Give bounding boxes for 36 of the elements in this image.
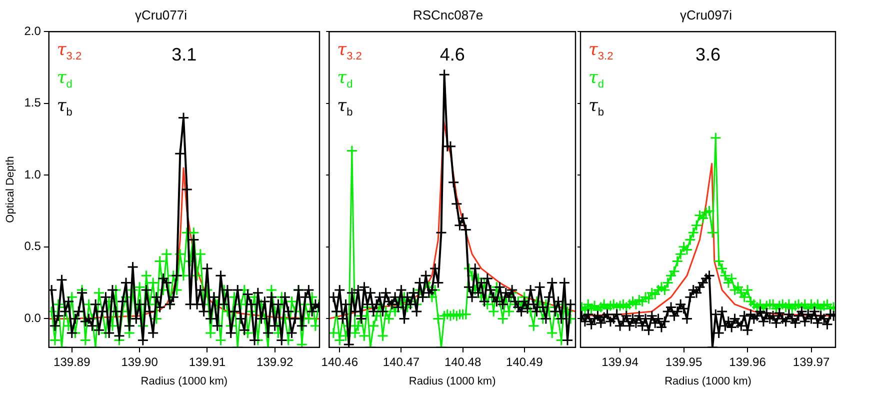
text: τ$_{3.2}$: [337, 40, 362, 64]
text: τ$_{b}$: [337, 96, 353, 120]
chart-title: γCru077i: [134, 7, 188, 22]
y-tick-label: 0.5: [24, 239, 42, 254]
text: τ$_{3.2}$: [588, 40, 614, 64]
x-tick-label: 139.97: [792, 354, 830, 369]
annotation: 3.1: [172, 44, 197, 65]
x-tick-label: 139.89: [54, 354, 91, 369]
chart-title: γCru097i: [680, 7, 732, 22]
x-tick-label: 139.96: [729, 354, 766, 369]
text: τ$_{d}$: [337, 68, 353, 92]
y-tick-label: 1.0: [24, 167, 42, 182]
text: τ$_{b}$: [56, 96, 72, 120]
x-tick-label: 139.94: [602, 354, 639, 369]
x-tick-label: 140.49: [506, 354, 544, 369]
text: τ$_{d}$: [588, 68, 604, 92]
y-tick-label: 0.0: [24, 311, 42, 326]
x-axis-title: Radius (1000 km): [140, 375, 228, 388]
x-tick-label: 139.95: [665, 354, 702, 369]
y-tick-label: 1.5: [24, 96, 42, 110]
annotation: 4.6: [440, 44, 465, 65]
x-axis-title: Radius (1000 km): [664, 375, 752, 388]
annotation: 3.6: [695, 44, 721, 65]
x-axis-title: Radius (1000 km): [408, 375, 496, 388]
x-tick-label: 139.91: [188, 354, 226, 369]
x-tick-label: 140.46: [321, 354, 358, 369]
x-tick-label: 140.47: [382, 354, 420, 369]
text: τ$_{3.2}$: [56, 40, 82, 64]
x-tick-label: 139.92: [256, 354, 294, 369]
x-tick-label: 139.90: [121, 354, 158, 369]
text: τ$_{b}$: [588, 96, 604, 120]
y-tick-label: 2.0: [24, 24, 42, 38]
text: τ$_{d}$: [56, 68, 72, 92]
x-tick-label: 140.48: [444, 354, 482, 369]
y-axis-title: Optical Depth: [4, 156, 17, 223]
chart-title: RSCnc087e: [412, 7, 484, 22]
